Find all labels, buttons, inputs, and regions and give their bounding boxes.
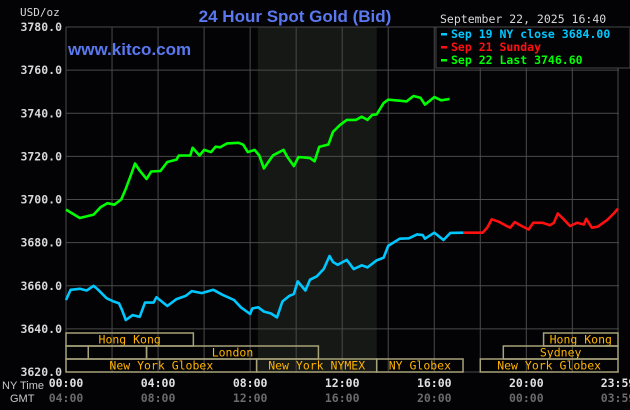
series-line-3 xyxy=(65,94,450,220)
series-lines xyxy=(64,94,619,322)
chart-timestamp: September 22, 2025 16:40 xyxy=(440,12,606,26)
x-tick-label-gmt: 04:00 xyxy=(49,391,84,405)
session-label: Hong Kong xyxy=(550,333,612,347)
x-tick-label-ny: 00:00 xyxy=(49,376,84,390)
series-line-1 xyxy=(64,231,464,322)
y-tick-label: 3780.0 xyxy=(20,20,62,34)
kitco-watermark: www.kitco.com xyxy=(67,40,191,59)
x-axis-label-gmt: GMT xyxy=(10,393,35,405)
grid-lines xyxy=(65,26,619,373)
x-tick-label-ny: 12:00 xyxy=(325,376,360,390)
x-tick-label-gmt: 20:00 xyxy=(417,391,452,405)
legend-swatch xyxy=(441,59,447,62)
y-tick-label: 3680.0 xyxy=(20,236,62,250)
legend-entry: Sep 22 Last 3746.60 xyxy=(451,53,583,67)
x-axis-label-ny: NY Time xyxy=(2,380,44,392)
x-tick-label-ny: 20:00 xyxy=(509,376,544,390)
session-label: London xyxy=(212,346,254,360)
legend-swatch xyxy=(441,33,447,36)
y-tick-label: 3720.0 xyxy=(20,149,62,163)
session-label: Sydney xyxy=(540,346,582,360)
x-tick-labels: 00:0004:0004:0008:0008:0012:0012:0016:00… xyxy=(49,376,630,405)
x-tick-label-ny: 16:00 xyxy=(417,376,452,390)
x-tick-label-ny: 08:00 xyxy=(233,376,268,390)
session-box xyxy=(375,358,464,373)
y-tick-label: 3760.0 xyxy=(20,63,62,77)
session-label: New York NYMEX xyxy=(268,359,365,373)
x-tick-label-gmt: 03:59 xyxy=(601,391,630,405)
y-tick-label: 3740.0 xyxy=(20,106,62,120)
x-tick-label-gmt: 16:00 xyxy=(325,391,360,405)
y-tick-labels: 3780.0 3760.0 3740.0 3720.0 3700.0 3680.0 3660… xyxy=(20,20,62,379)
x-tick-label-gmt: 12:00 xyxy=(233,391,268,405)
legend-box xyxy=(435,26,630,69)
legend-entry: Sep 21 Sunday xyxy=(451,40,541,54)
x-tick-label-ny: 23:59 xyxy=(601,376,630,390)
legend-swatch xyxy=(441,46,447,49)
y-tick-label: 3640.0 xyxy=(20,322,62,336)
y-tick-label: 3700.0 xyxy=(20,193,62,207)
x-tick-label-gmt: 00:00 xyxy=(509,391,544,405)
x-tick-label-gmt: 08:00 xyxy=(141,391,176,405)
session-box xyxy=(479,358,619,373)
y-tick-label: 3620.0 xyxy=(20,365,62,379)
session-label: Hong Kong xyxy=(99,333,161,347)
y-axis-unit: USD/oz xyxy=(20,6,60,19)
x-tick-label-ny: 04:00 xyxy=(141,376,176,390)
chart-title: 24 Hour Spot Gold (Bid) xyxy=(199,7,392,26)
session-label: NY Globex xyxy=(389,359,451,373)
session-label: New York Globex xyxy=(109,359,213,373)
session-label: New York Globex xyxy=(497,359,601,373)
series-line-2 xyxy=(463,207,619,234)
legend-entry: Sep 19 NY close 3684.00 xyxy=(451,27,610,41)
y-tick-label: 3660.0 xyxy=(20,279,62,293)
